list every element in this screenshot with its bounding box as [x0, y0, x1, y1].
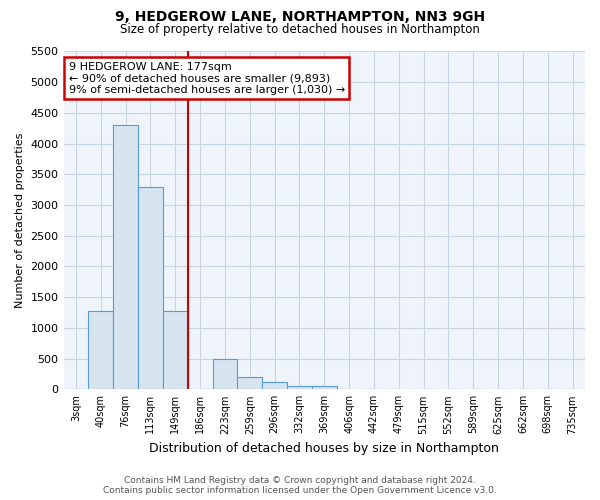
Bar: [138, 187, 163, 390]
Text: Contains HM Land Registry data © Crown copyright and database right 2024.
Contai: Contains HM Land Registry data © Crown c…: [103, 476, 497, 495]
Bar: [238, 377, 262, 390]
Bar: [312, 386, 337, 390]
Text: 9 HEDGEROW LANE: 177sqm
← 90% of detached houses are smaller (9,893)
9% of semi-: 9 HEDGEROW LANE: 177sqm ← 90% of detache…: [69, 62, 345, 95]
Bar: [262, 382, 287, 390]
Bar: [88, 312, 113, 390]
X-axis label: Distribution of detached houses by size in Northampton: Distribution of detached houses by size …: [149, 442, 499, 455]
Bar: [163, 310, 188, 390]
Bar: [287, 386, 312, 390]
Text: Size of property relative to detached houses in Northampton: Size of property relative to detached ho…: [120, 22, 480, 36]
Y-axis label: Number of detached properties: Number of detached properties: [15, 132, 25, 308]
Bar: [212, 358, 238, 390]
Bar: [113, 125, 138, 390]
Text: 9, HEDGEROW LANE, NORTHAMPTON, NN3 9GH: 9, HEDGEROW LANE, NORTHAMPTON, NN3 9GH: [115, 10, 485, 24]
